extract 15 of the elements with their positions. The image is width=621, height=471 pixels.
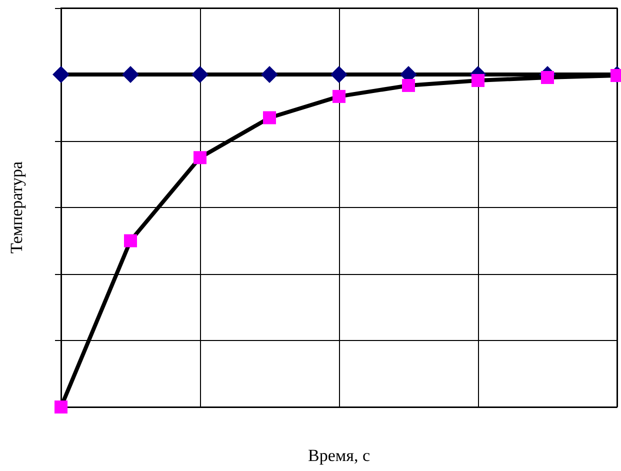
point	[261, 66, 278, 83]
point	[541, 70, 554, 84]
point	[472, 74, 484, 87]
point	[122, 66, 139, 83]
point	[52, 66, 70, 83]
point	[402, 78, 415, 92]
point	[54, 400, 68, 414]
y-axis-title: Температура	[7, 161, 26, 254]
point	[263, 111, 276, 124]
point	[124, 234, 137, 248]
point	[332, 90, 346, 103]
point	[330, 66, 348, 83]
point	[192, 66, 208, 83]
point	[194, 151, 206, 164]
x-axis-title: Время, с	[308, 446, 370, 465]
